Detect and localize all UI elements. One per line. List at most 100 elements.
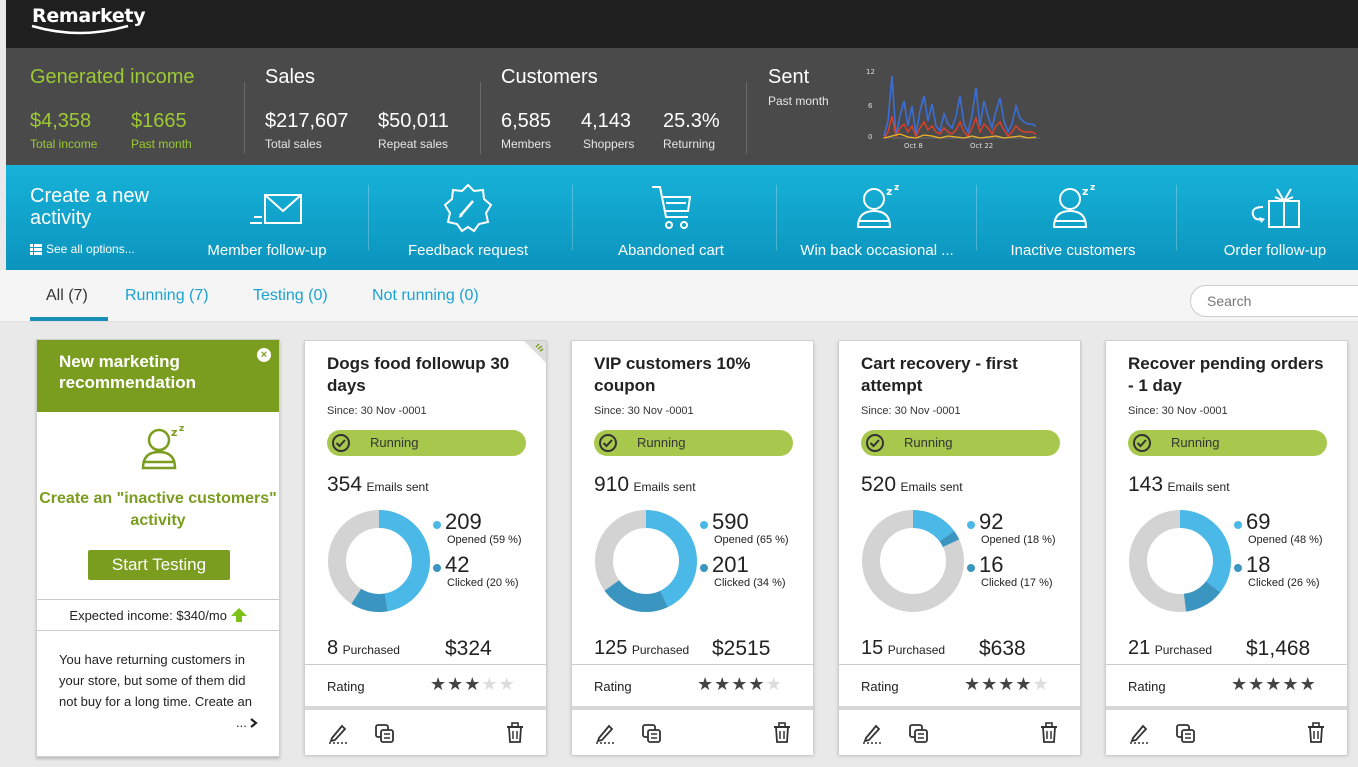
opened-metric: 69 Opened (48 %) bbox=[1234, 511, 1323, 546]
status-label: Running bbox=[904, 435, 953, 450]
duplicate-icon[interactable] bbox=[1174, 722, 1196, 744]
edit-pencil-icon[interactable] bbox=[1128, 722, 1150, 744]
close-icon[interactable]: × bbox=[257, 348, 271, 362]
create-activity-bar: Create a new activity See all options...… bbox=[6, 165, 1358, 270]
gift-icon bbox=[1251, 188, 1300, 228]
opened-label: Opened (59 %) bbox=[447, 534, 522, 546]
search-input[interactable] bbox=[1190, 285, 1358, 317]
activity-label: Order follow-up bbox=[1223, 242, 1327, 259]
recommendation-card: New marketing recommendation × z z Creat… bbox=[36, 339, 280, 757]
activity-feedback-request[interactable]: Feedback request bbox=[386, 165, 550, 270]
tab-all[interactable]: All (7) bbox=[46, 287, 88, 304]
repeat-sales-label: Repeat sales bbox=[378, 137, 449, 151]
activity-label: Abandoned cart bbox=[618, 242, 724, 259]
total-income-value: $4,358 bbox=[30, 110, 92, 132]
divider bbox=[1176, 185, 1177, 250]
rating-stars[interactable]: ★★★★★ bbox=[697, 674, 783, 695]
activity-card[interactable]: Dogs food followup 30 days Since: 30 Nov … bbox=[304, 340, 547, 755]
edit-pencil-icon[interactable] bbox=[861, 722, 883, 744]
clicked-value: 18 bbox=[1246, 552, 1271, 577]
activity-label: Feedback request bbox=[407, 242, 529, 259]
tab-testing[interactable]: Testing (0) bbox=[253, 287, 328, 304]
tab-running[interactable]: Running (7) bbox=[125, 287, 209, 304]
opened-clicked-donut-chart bbox=[595, 510, 697, 612]
divider bbox=[480, 82, 481, 154]
donut-opened-segment bbox=[328, 510, 430, 612]
opened-value: 92 bbox=[979, 509, 1004, 534]
list-icon bbox=[30, 243, 42, 255]
activity-member-follow-up[interactable]: Member follow-up bbox=[196, 165, 338, 270]
opened-legend-dot bbox=[700, 520, 708, 529]
emails-sent-label: Emails sent bbox=[633, 480, 696, 494]
rating-stars[interactable]: ★★★★★ bbox=[1231, 674, 1317, 695]
svg-text:z: z bbox=[1082, 185, 1088, 198]
activity-card[interactable]: VIP customers 10% coupon Since: 30 Nov -0… bbox=[571, 340, 814, 755]
divider bbox=[368, 185, 369, 250]
top-bar: Remarkety bbox=[6, 0, 1358, 48]
duplicate-icon[interactable] bbox=[907, 722, 929, 744]
status-label: Running bbox=[370, 435, 419, 450]
rating-stars[interactable]: ★★★★★ bbox=[964, 674, 1050, 695]
x-tick-label: Oct 22 bbox=[970, 142, 993, 150]
clicked-metric: 18 Clicked (26 %) bbox=[1234, 554, 1320, 589]
opened-legend-dot bbox=[967, 520, 975, 529]
activity-title[interactable]: Dogs food followup 30 days bbox=[327, 354, 510, 395]
rating-stars[interactable]: ★★★★★ bbox=[430, 674, 516, 695]
past-month-income-label: Past month bbox=[131, 137, 192, 151]
activity-since: Since: 30 Nov -0001 bbox=[594, 405, 694, 417]
duplicate-icon[interactable] bbox=[640, 722, 662, 744]
trash-icon[interactable] bbox=[505, 722, 525, 744]
new-corner-badge-icon bbox=[524, 341, 546, 363]
status-badge: Running bbox=[1128, 430, 1327, 456]
sent-title: Sent bbox=[768, 66, 810, 88]
activity-card[interactable]: Recover pending orders - 1 day Since: 30 … bbox=[1105, 340, 1348, 755]
sent-sparkline-chart: 12 6 0 Oct 8 Oct 22 bbox=[866, 68, 1040, 150]
sleeping-user-icon: z z bbox=[141, 424, 184, 470]
logo[interactable]: Remarkety bbox=[32, 5, 146, 27]
total-sales-label: Total sales bbox=[265, 137, 322, 151]
see-all-options-label: See all options... bbox=[46, 242, 135, 256]
activity-abandoned-cart[interactable]: Abandoned cart bbox=[596, 165, 746, 270]
edit-pencil-icon[interactable] bbox=[327, 722, 349, 744]
clicked-value: 201 bbox=[712, 552, 749, 577]
chevron-right-icon bbox=[250, 718, 259, 728]
opened-label: Opened (48 %) bbox=[1248, 534, 1323, 546]
sleeping-user-icon: z z bbox=[1052, 183, 1095, 228]
star-icon: ★ bbox=[447, 674, 465, 694]
activity-title[interactable]: Cart recovery - first attempt bbox=[861, 354, 1018, 395]
activity-card[interactable]: Cart recovery - first attempt Since: 30 N… bbox=[838, 340, 1081, 755]
divider bbox=[746, 82, 747, 154]
create-activity-title: Create a new activity bbox=[30, 185, 149, 229]
trash-icon[interactable] bbox=[1039, 722, 1059, 744]
star-icon: ★ bbox=[1299, 674, 1317, 694]
recommendation-description: You have returning customers in your sto… bbox=[59, 652, 252, 709]
trash-icon[interactable] bbox=[772, 722, 792, 744]
purchased-value: 8 bbox=[327, 637, 339, 659]
check-circle-icon bbox=[1133, 434, 1151, 452]
star-icon: ★ bbox=[430, 674, 448, 694]
activity-title[interactable]: Recover pending orders - 1 day bbox=[1128, 354, 1324, 395]
revenue-value: $2515 bbox=[712, 637, 771, 660]
activity-inactive-customers[interactable]: z z Inactive customers bbox=[994, 165, 1152, 270]
start-testing-button[interactable]: Start Testing bbox=[88, 550, 230, 580]
clicked-label: Clicked (26 %) bbox=[1248, 577, 1320, 589]
duplicate-icon[interactable] bbox=[373, 722, 395, 744]
star-icon: ★ bbox=[697, 674, 715, 694]
see-all-options-link[interactable]: See all options... bbox=[30, 242, 135, 256]
past-month-income-value: $1665 bbox=[131, 110, 187, 132]
total-sales-value: $217,607 bbox=[265, 110, 349, 132]
read-more-link[interactable]: ... bbox=[236, 715, 259, 730]
emails-sent: 910 Emails sent bbox=[594, 473, 696, 497]
activity-title[interactable]: VIP customers 10% coupon bbox=[594, 354, 751, 395]
svg-text:z: z bbox=[1090, 183, 1095, 193]
activity-label: Win back occasional ... bbox=[800, 242, 954, 259]
sales-title: Sales bbox=[265, 66, 316, 88]
activity-order-follow-up[interactable]: Order follow-up bbox=[1202, 165, 1348, 270]
trash-icon[interactable] bbox=[1306, 722, 1326, 744]
activity-win-back-occasional[interactable]: z z Win back occasional ... bbox=[788, 165, 966, 270]
purchased-label: Purchased bbox=[1154, 643, 1213, 657]
edit-pencil-icon[interactable] bbox=[594, 722, 616, 744]
opened-clicked-donut-chart bbox=[1129, 510, 1231, 612]
returning-label: Returning bbox=[663, 137, 716, 151]
tab-not-running[interactable]: Not running (0) bbox=[372, 287, 479, 304]
